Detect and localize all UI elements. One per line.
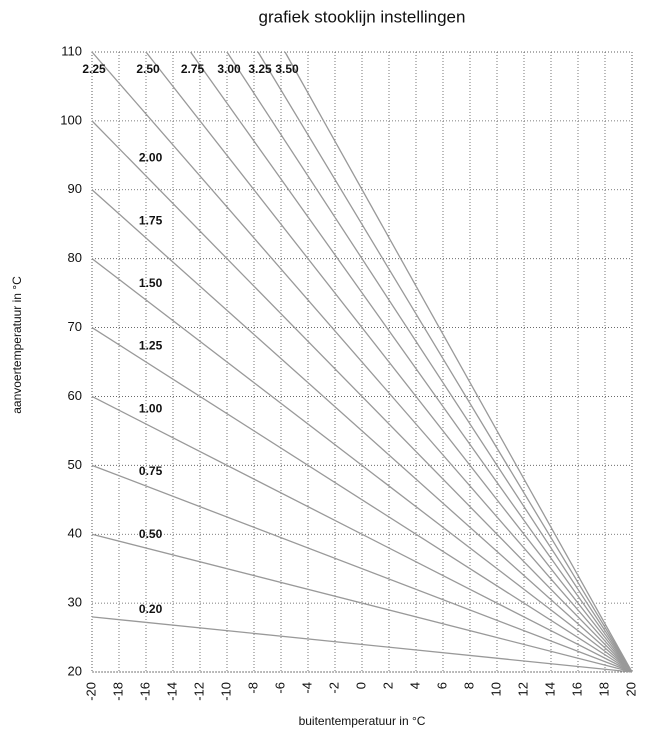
curve-line (257, 51, 633, 673)
curve-label: 1.50 (139, 276, 163, 290)
y-tick-label: 70 (68, 319, 82, 334)
x-tick-label: -18 (110, 682, 125, 701)
curve-label: 3.25 (248, 62, 272, 76)
x-tick-label: 2 (380, 682, 395, 689)
y-tick-label: 110 (61, 43, 82, 58)
x-tick-label: 12 (515, 682, 530, 696)
curve-line (91, 533, 633, 673)
curve-label: 0.75 (139, 464, 163, 478)
curve-label: 2.00 (139, 151, 163, 165)
curve-line (91, 616, 633, 673)
x-tick-label: 8 (461, 682, 476, 689)
y-tick-label: 20 (68, 663, 82, 678)
curve-label: 3.00 (217, 62, 241, 76)
y-tick-label: 40 (68, 526, 82, 541)
y-tick-label: 30 (68, 595, 82, 610)
curve-line (91, 395, 633, 673)
curve-label: 0.50 (139, 527, 163, 541)
curve-label: 1.25 (139, 339, 163, 353)
x-tick-label: 18 (596, 682, 611, 696)
y-tick-label: 50 (68, 457, 82, 472)
curve-label: 0.20 (139, 602, 163, 616)
curve-label: 1.00 (139, 401, 163, 415)
curve-line (226, 51, 633, 673)
x-tick-label: 14 (542, 682, 557, 696)
x-tick-label: -16 (137, 682, 152, 701)
curve-line (91, 464, 633, 673)
x-tick-label: -2 (326, 682, 341, 694)
y-tick-label: 90 (68, 181, 82, 196)
chart-title: grafiek stooklijn instellingen (259, 7, 466, 26)
curve-line (91, 258, 633, 673)
curve-line (91, 327, 633, 673)
curve-label: 2.50 (136, 62, 160, 76)
x-tick-label: 16 (569, 682, 584, 696)
x-tick-label: -12 (191, 682, 206, 701)
curve-line (91, 51, 633, 673)
y-tick-label: 100 (60, 112, 82, 127)
curve-line (284, 51, 633, 673)
x-tick-label: 0 (353, 682, 368, 689)
x-tick-label: -20 (83, 682, 98, 701)
curve-label: 3.50 (275, 62, 299, 76)
y-axis-label: aanvoertemperatuur in °C (10, 276, 24, 414)
curve-line (91, 120, 633, 673)
curve-line (91, 189, 633, 673)
y-tick-label: 60 (68, 388, 82, 403)
x-tick-label: -10 (218, 682, 233, 701)
curve-label: 2.75 (181, 62, 205, 76)
curve-label: 2.25 (82, 62, 106, 76)
x-tick-label: 4 (407, 682, 422, 689)
x-tick-label: -14 (164, 682, 179, 701)
curve-label: 1.75 (139, 213, 163, 227)
x-tick-label: 6 (434, 682, 449, 689)
curve-line (145, 51, 633, 673)
y-tick-label: 80 (68, 250, 82, 265)
x-axis-label: buitentemperatuur in °C (299, 714, 426, 728)
x-tick-label: -8 (245, 682, 260, 694)
x-tick-label: -4 (299, 682, 314, 694)
x-tick-label: 20 (623, 682, 638, 696)
x-tick-label: -6 (272, 682, 287, 694)
curve-line (190, 51, 633, 673)
x-tick-label: 10 (488, 682, 503, 696)
